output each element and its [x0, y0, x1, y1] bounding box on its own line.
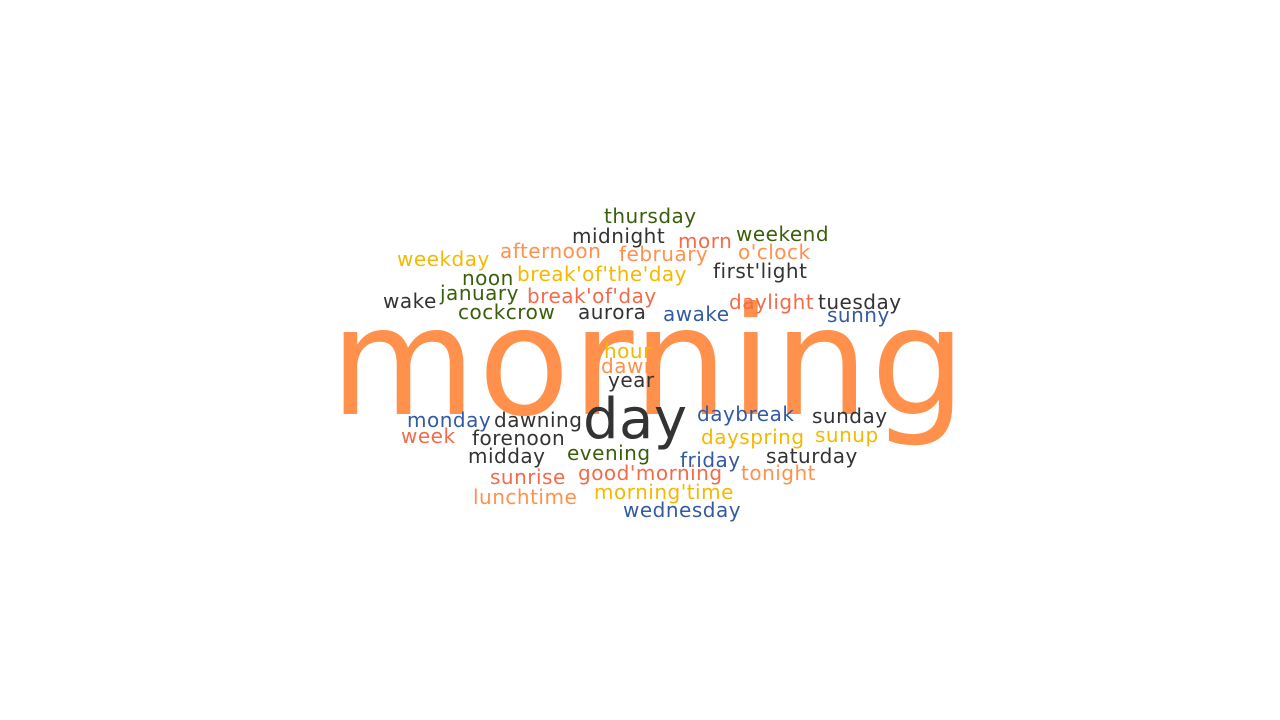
word-wake: wake: [383, 289, 437, 313]
word-weekday: weekday: [397, 247, 490, 271]
word-wednesday: wednesday: [623, 498, 742, 522]
word-morning-time: morning'time: [594, 480, 734, 504]
word-daylight: daylight: [729, 290, 815, 314]
word-evening: evening: [567, 441, 651, 465]
word-afternoon: afternoon: [500, 239, 602, 263]
word-forenoon: forenoon: [472, 426, 566, 450]
word-sunday: sunday: [812, 404, 888, 428]
word-awake: awake: [663, 302, 730, 326]
word-cockcrow: cockcrow: [458, 300, 556, 324]
word-monday: monday: [407, 408, 492, 432]
word-dawning: dawning: [494, 408, 583, 432]
word-friday: friday: [680, 448, 741, 472]
word-dawn: dawn: [601, 354, 657, 378]
word-dayspring: dayspring: [701, 425, 805, 449]
word-sunrise: sunrise: [490, 465, 566, 489]
word-february: february: [619, 242, 709, 266]
word-year: year: [608, 368, 655, 392]
word-tuesday: tuesday: [818, 290, 902, 314]
word-tonight: tonight: [741, 461, 817, 485]
word-january: january: [440, 281, 519, 305]
word-oclock: o'clock: [738, 240, 811, 264]
word-week: week: [401, 424, 456, 448]
word-daybreak: daybreak: [697, 402, 795, 426]
word-good-morning: good'morning: [578, 461, 723, 485]
word-break-of-the-day: break'of'the'day: [517, 262, 688, 286]
word-midnight: midnight: [572, 224, 666, 248]
word-lunchtime: lunchtime: [473, 485, 578, 509]
word-hour: hour: [604, 339, 652, 363]
word-sunup: sunup: [815, 423, 879, 447]
word-thursday: thursday: [604, 204, 697, 228]
word-sunny: sunny: [827, 303, 890, 327]
word-day: day: [583, 387, 688, 452]
word-noon: noon: [462, 266, 514, 290]
word-first-light: first'light: [713, 259, 808, 283]
word-weekend: weekend: [736, 222, 830, 246]
word-saturday: saturday: [766, 444, 858, 468]
word-midday: midday: [468, 444, 546, 468]
word-aurora: aurora: [578, 300, 647, 324]
word-break-of-day: break'of'day: [527, 284, 657, 308]
word-morn: morn: [678, 229, 733, 253]
word-morning: morning: [330, 276, 968, 450]
